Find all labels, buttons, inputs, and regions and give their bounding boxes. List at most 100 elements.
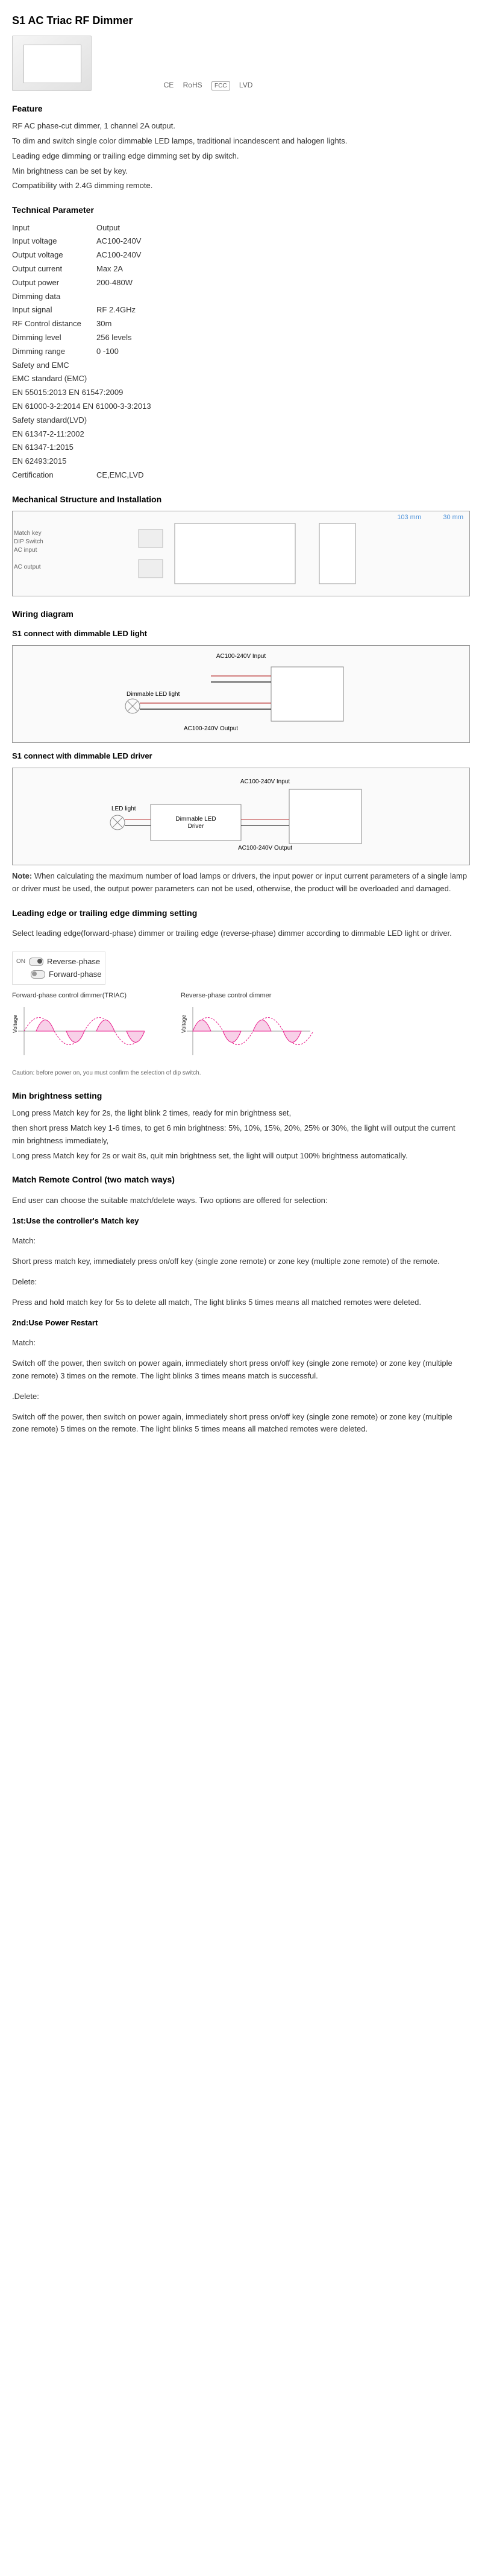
edge-body: Select leading edge(forward-phase) dimme… xyxy=(12,927,470,940)
tech-value: RF 2.4GHz xyxy=(96,304,136,317)
tech-label: Certification xyxy=(12,469,96,482)
forward-phase-label: Forward-phase xyxy=(49,968,101,981)
match-w2-match: Switch off the power, then switch on pow… xyxy=(12,1357,470,1383)
feature-line: RF AC phase-cut dimmer, 1 channel 2A out… xyxy=(12,120,470,133)
ac-out-label2: AC100-240V Output xyxy=(238,845,292,851)
driver-label: Dimmable LED xyxy=(175,816,216,822)
tech-value: AC100-240V xyxy=(96,249,141,262)
wave-reverse: Reverse-phase control dimmer Voltage xyxy=(181,991,313,1062)
feature-line: Compatibility with 2.4G dimming remote. xyxy=(12,180,470,192)
tech-value: EN 55015:2013 EN 61547:2009 xyxy=(12,387,470,399)
mech-labels: Match key DIP Switch AC input AC output xyxy=(14,529,43,572)
wave1-svg: Voltage xyxy=(12,1004,145,1058)
minb-p2: then short press Match key 1-6 times, to… xyxy=(12,1122,470,1148)
wiring-diagram-2: Dimmable LED Driver LED light AC100-240V… xyxy=(12,768,470,865)
page-title: S1 AC Triac RF Dimmer xyxy=(12,12,470,30)
tech-value: EN 61000-3-2:2014 EN 61000-3-3:2013 xyxy=(12,400,470,413)
led-label2: LED light xyxy=(111,806,136,812)
match-w1-del: Press and hold match key for 5s to delet… xyxy=(12,1296,470,1309)
tech-label: Input voltage xyxy=(12,235,96,248)
tech-col: Input xyxy=(12,222,96,235)
dim-depth: 30 mm xyxy=(443,513,463,523)
wiring-diagram-1: AC100-240V Input Dimmable LED light AC10… xyxy=(12,645,470,743)
feature-list: RF AC phase-cut dimmer, 1 channel 2A out… xyxy=(12,120,470,192)
delete-label2: .Delete: xyxy=(12,1391,470,1403)
driver-label2: Driver xyxy=(188,823,204,830)
wiring-sub1: S1 connect with dimmable LED light xyxy=(12,628,470,640)
tech-value: AC100-240V xyxy=(96,235,141,248)
feature-line: Leading edge dimming or trailing edge di… xyxy=(12,150,470,163)
dip-diagram: ON Reverse-phase Forward-phase xyxy=(12,952,105,985)
match-w1-match: Short press match key, immediately press… xyxy=(12,1255,470,1268)
wiring-svg-1: AC100-240V Input Dimmable LED light AC10… xyxy=(90,649,392,739)
tech-value: 0 -100 xyxy=(96,346,119,358)
product-hero: CE RoHS FCC LVD xyxy=(12,36,470,91)
tech-label: Dimming level xyxy=(12,332,96,344)
wiring-heading: Wiring diagram xyxy=(12,607,470,620)
tech-value: EN 61347-2-11:2002 xyxy=(12,428,470,441)
rohs-icon: RoHS xyxy=(183,81,202,89)
tech-label: Dimming range xyxy=(12,346,96,358)
match-w2-del: Switch off the power, then switch on pow… xyxy=(12,1411,470,1436)
ac-in-label2: AC100-240V Input xyxy=(240,778,290,785)
ac-in-label: AC100-240V Input xyxy=(216,653,266,660)
tech-value: EN 61347-1:2015 xyxy=(12,441,470,454)
note-prefix: Note: xyxy=(12,871,32,880)
feature-heading: Feature xyxy=(12,102,470,115)
minb-block: Long press Match key for 2s, the light b… xyxy=(12,1107,470,1162)
match-intro: End user can choose the suitable match/d… xyxy=(12,1195,470,1207)
note-block: Note: When calculating the maximum numbe… xyxy=(12,870,470,895)
match-way1: 1st:Use the controller's Match key xyxy=(12,1215,470,1228)
note-text: When calculating the maximum number of l… xyxy=(12,871,467,893)
tech-value: EN 62493:2015 xyxy=(12,455,470,468)
tech-value: Max 2A xyxy=(96,263,123,276)
edge-caution: Caution: before power on, you must confi… xyxy=(12,1069,470,1078)
edge-heading: Leading edge or trailing edge dimming se… xyxy=(12,906,470,920)
tech-section: Safety standard(LVD) xyxy=(12,414,470,427)
voltage-axis: Voltage xyxy=(12,1015,18,1033)
lvd-icon: LVD xyxy=(239,81,252,89)
tech-section: Dimming data xyxy=(12,291,470,303)
tech-value: 200-480W xyxy=(96,277,133,289)
voltage-axis: Voltage xyxy=(181,1015,187,1033)
tech-value: 256 levels xyxy=(96,332,132,344)
tech-section: EMC standard (EMC) xyxy=(12,373,470,385)
wave1-title: Forward-phase control dimmer(TRIAC) xyxy=(12,991,145,1002)
wave-row: Forward-phase control dimmer(TRIAC) Volt… xyxy=(12,991,470,1062)
tech-table: InputOutput Input voltageAC100-240V Outp… xyxy=(12,222,470,482)
feature-line: To dim and switch single color dimmable … xyxy=(12,135,470,148)
wiring-sub2: S1 connect with dimmable LED driver xyxy=(12,750,470,763)
tech-section: Safety and EMC xyxy=(12,359,470,372)
match-label2: Match: xyxy=(12,1337,470,1350)
tech-value: 30m xyxy=(96,318,111,330)
tech-label: Output voltage xyxy=(12,249,96,262)
minb-p3: Long press Match key for 2s or wait 8s, … xyxy=(12,1150,470,1163)
cert-row: CE RoHS FCC LVD xyxy=(160,80,257,91)
tech-heading: Technical Parameter xyxy=(12,203,470,216)
minb-p1: Long press Match key for 2s, the light b… xyxy=(12,1107,470,1120)
match-label: Match: xyxy=(12,1235,470,1248)
on-label: ON xyxy=(16,957,25,967)
feature-line: Min brightness can be set by key. xyxy=(12,165,470,178)
wave-forward: Forward-phase control dimmer(TRIAC) Volt… xyxy=(12,991,145,1062)
reverse-phase-label: Reverse-phase xyxy=(47,956,100,968)
tech-col: Output xyxy=(96,222,120,235)
wave2-title: Reverse-phase control dimmer xyxy=(181,991,313,1002)
dim-width: 103 mm xyxy=(397,513,421,523)
mech-svg xyxy=(102,517,380,590)
fcc-icon: FCC xyxy=(211,81,230,90)
switch-off-icon xyxy=(31,970,45,979)
mech-heading: Mechanical Structure and Installation xyxy=(12,493,470,506)
tech-label: RF Control distance xyxy=(12,318,96,330)
tech-label: Input signal xyxy=(12,304,96,317)
led-label: Dimmable LED light xyxy=(127,691,180,698)
match-way2: 2nd:Use Power Restart xyxy=(12,1317,470,1330)
tech-label: Output current xyxy=(12,263,96,276)
ce-icon: CE xyxy=(164,81,174,89)
tech-value: CE,EMC,LVD xyxy=(96,469,144,482)
delete-label: Delete: xyxy=(12,1276,470,1289)
minb-heading: Min brightness setting xyxy=(12,1089,470,1102)
ac-out-label: AC100-240V Output xyxy=(184,725,238,732)
switch-on-icon xyxy=(29,958,43,966)
mech-diagram: 103 mm 30 mm Match key DIP Switch AC inp… xyxy=(12,511,470,596)
